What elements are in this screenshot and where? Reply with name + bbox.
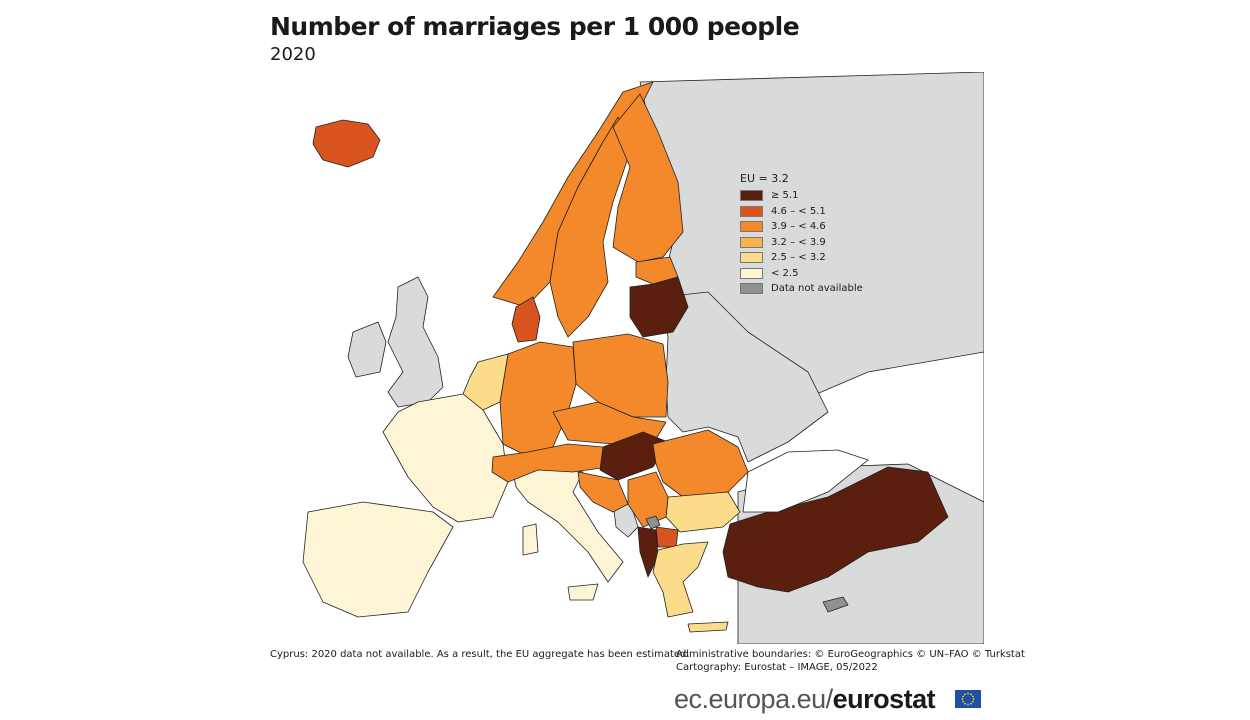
iceland-region [312,119,381,168]
legend-item: Data not available [740,281,863,297]
cyprus-region [822,596,849,613]
footnote-sources: Administrative boundaries: © EuroGeograp… [676,648,1025,674]
legend-item: ≥ 5.1 [740,188,863,204]
brand-url-prefix: ec.europa.eu/ [674,684,833,714]
bulgaria-region [665,491,741,533]
legend-label: 4.6 – < 5.1 [771,205,826,217]
switzerland-austria-region [491,443,609,483]
sardinia-region [522,523,539,556]
legend-swatch [740,236,763,248]
legend-label: 2.5 – < 3.2 [771,252,826,264]
legend-label: 3.2 – < 3.9 [771,236,826,248]
legend-swatch [740,283,763,295]
germany-region [499,341,577,455]
legend-item: 3.9 – < 4.6 [740,219,863,235]
brand-name: eurostat [832,684,936,714]
croatia-bosnia-region [577,471,629,513]
footnote-cyprus: Cyprus: 2020 data not available. As a re… [270,649,690,660]
romania-region [652,429,749,498]
france-region [382,393,509,523]
map-title: Number of marriages per 1 000 people [270,12,800,41]
footnote-boundaries: Administrative boundaries: © EuroGeograp… [676,649,1025,660]
legend-swatch [740,221,763,233]
turkey-region [722,466,949,593]
legend-item: 2.5 – < 3.2 [740,250,863,266]
poland-region [572,333,669,418]
legend-swatch [740,252,763,264]
legend-label: 3.9 – < 4.6 [771,221,826,233]
legend-swatch [740,190,763,202]
black-sea [742,449,869,513]
eurostat-brand[interactable]: ec.europa.eu/eurostat [674,684,936,715]
ireland-region [347,321,387,378]
denmark-region [511,296,541,343]
crete-region [687,621,729,633]
map-legend: EU = 3.2 ≥ 5.1 4.6 – < 5.1 3.9 – < 4.6 3.2 … [740,172,863,297]
sweden-region [549,116,631,338]
uk-region [387,276,444,408]
eu-flag-icon [955,690,981,708]
legend-header: EU = 3.2 [740,172,789,185]
greece-region [652,541,709,618]
latvia-lithuania-region [629,276,689,338]
legend-swatch [740,205,763,217]
north-macedonia-region [655,526,679,548]
legend-label: Data not available [771,283,863,295]
map-subtitle: 2020 [270,44,316,65]
legend-label: < 2.5 [771,267,799,279]
sicily-region [567,583,599,601]
map-canvas [302,71,985,645]
legend-label: ≥ 5.1 [771,190,799,202]
czechia-slovakia-region [552,401,667,445]
kosovo-region [645,515,661,530]
legend-item: < 2.5 [740,266,863,282]
europe-map [268,71,985,645]
finland-region [612,93,684,263]
albania-montenegro-region [637,526,659,578]
footnote-cartography: Cartography: Eurostat – IMAGE, 05/2022 [676,662,878,673]
legend-item: 3.2 – < 3.9 [740,235,863,251]
legend-swatch [740,267,763,279]
iberia-region [302,501,454,618]
legend-item: 4.6 – < 5.1 [740,204,863,220]
hungary-region [599,431,669,481]
